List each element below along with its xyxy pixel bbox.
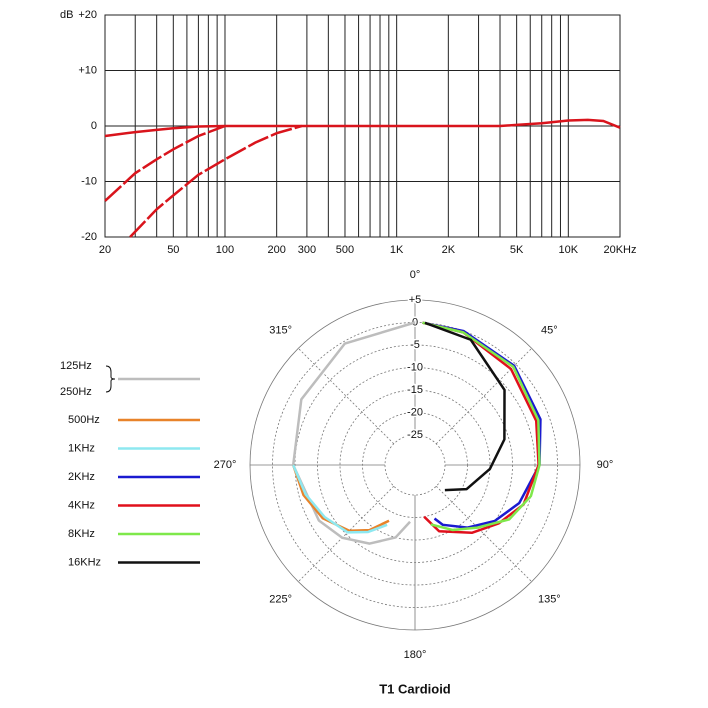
r-tick-label: -5: [410, 339, 420, 351]
angle-label: 270°: [214, 459, 237, 471]
r-tick-label: +5: [409, 294, 422, 306]
polar-line: [424, 321, 506, 492]
x-tick-label: 50: [167, 244, 179, 256]
x-tick-label: 1K: [390, 244, 404, 256]
angle-label: 135°: [538, 593, 561, 605]
ring: [249, 299, 581, 631]
response-line: [129, 124, 303, 238]
response-line: [104, 118, 621, 138]
angle-label: 225°: [269, 593, 292, 605]
angle-label: 180°: [404, 649, 427, 661]
x-tick-label: 20KHz: [603, 244, 636, 256]
x-tick-label: 500: [336, 244, 354, 256]
ring: [272, 322, 558, 608]
x-tick-label: 10K: [559, 244, 579, 256]
x-tick-label: 20: [99, 244, 111, 256]
y-tick-label: 0: [91, 120, 97, 132]
spoke: [435, 485, 532, 582]
y-tick-label: -20: [81, 231, 97, 243]
polar-line: [291, 321, 416, 545]
legend-label: 2KHz: [68, 471, 95, 483]
r-tick-label: -10: [407, 361, 423, 373]
r-tick-label: 0: [412, 316, 418, 328]
spoke: [298, 485, 395, 582]
x-tick-label: 100: [216, 244, 234, 256]
ring: [317, 367, 513, 563]
angle-label: 315°: [269, 325, 292, 337]
ring: [362, 412, 468, 518]
legend-brace: [105, 365, 116, 393]
angle-label: 0°: [410, 269, 421, 281]
y-tick-label: -10: [81, 175, 97, 187]
polar-line: [422, 321, 541, 532]
y-tick-label: +10: [78, 64, 97, 76]
spoke: [435, 348, 532, 445]
ring: [384, 434, 446, 496]
legend-label: 125Hz: [60, 360, 92, 372]
r-tick-label: -25: [407, 429, 423, 441]
legend-label: 500Hz: [68, 414, 100, 426]
legend-label: 16KHz: [68, 556, 101, 568]
polar-line: [422, 321, 542, 529]
x-tick-label: 300: [298, 244, 316, 256]
r-tick-label: -15: [407, 384, 423, 396]
x-tick-label: 200: [267, 244, 285, 256]
polar-line: [292, 464, 388, 534]
response-line: [104, 124, 226, 202]
legend-label: 1KHz: [68, 442, 95, 454]
x-tick-label: 2K: [442, 244, 456, 256]
plot-frame: [104, 14, 621, 238]
x-tick-label: 5K: [510, 244, 524, 256]
legend-label: 8KHz: [68, 528, 95, 540]
y-axis-label: dB: [60, 9, 73, 21]
chart-title: T1 Cardioid: [379, 681, 451, 696]
y-tick-label: +20: [78, 9, 97, 21]
ring: [294, 344, 536, 586]
angle-label: 45°: [541, 325, 558, 337]
ring: [339, 389, 491, 541]
r-tick-label: -20: [407, 406, 423, 418]
spoke: [298, 348, 395, 445]
polar-line: [422, 321, 540, 535]
legend-label: 250Hz: [60, 386, 92, 398]
angle-label: 90°: [597, 459, 614, 471]
legend-label: 4KHz: [68, 499, 95, 511]
